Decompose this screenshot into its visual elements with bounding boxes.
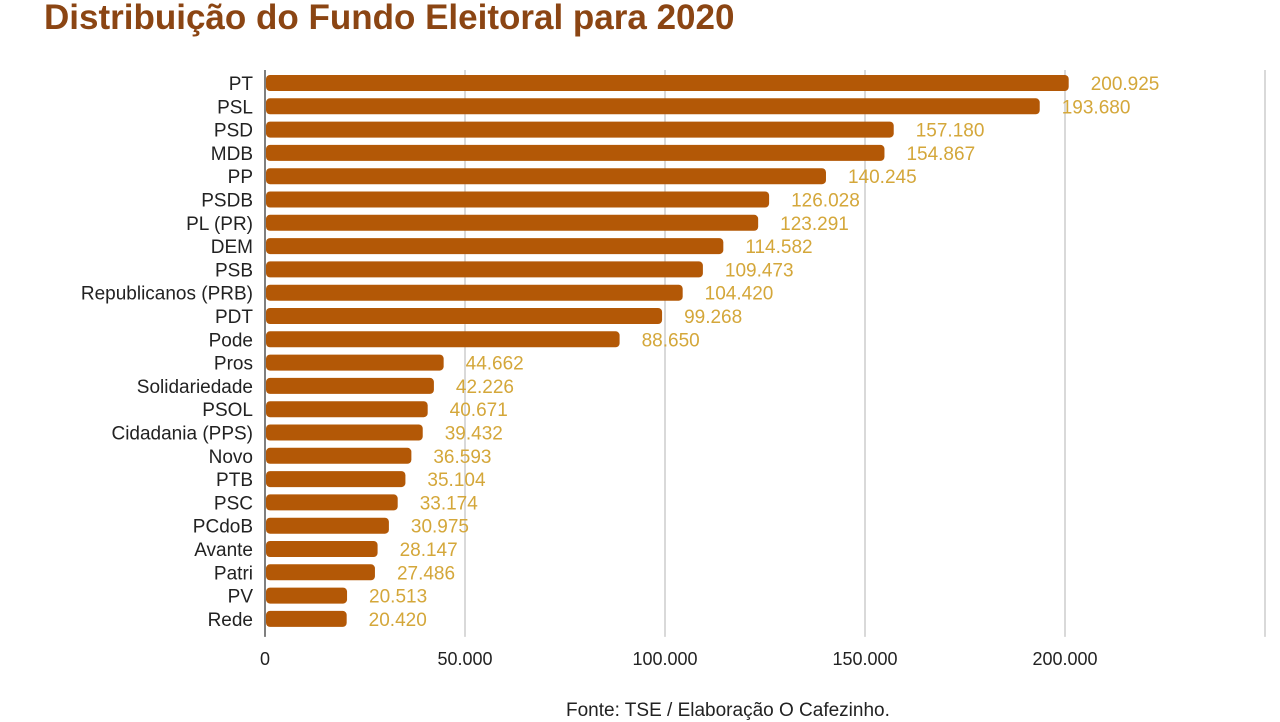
bar — [266, 354, 444, 371]
bar — [266, 238, 724, 255]
source-note: Fonte: TSE / Elaboração O Cafezinho. — [566, 700, 890, 721]
value-label: 42.226 — [456, 377, 514, 398]
value-label: 114.582 — [745, 237, 812, 258]
bar — [266, 377, 434, 394]
x-tick-label: 200.000 — [1032, 649, 1097, 669]
bar — [266, 331, 620, 348]
value-label: 200.925 — [1091, 74, 1160, 95]
value-label: 40.671 — [450, 400, 508, 421]
value-label: 36.593 — [433, 447, 491, 468]
value-label: 157.180 — [916, 121, 985, 142]
category-label: PL (PR) — [186, 214, 253, 235]
bar — [266, 284, 683, 301]
value-label: 35.104 — [427, 470, 486, 491]
bar — [266, 121, 894, 138]
bar — [266, 144, 885, 161]
bar — [266, 75, 1069, 91]
bar — [266, 98, 1040, 115]
value-label: 123.291 — [780, 214, 849, 235]
value-label: 193.680 — [1062, 97, 1131, 118]
bars — [266, 75, 1069, 627]
bar — [266, 214, 759, 231]
category-label: Novo — [209, 447, 253, 468]
value-label: 44.662 — [466, 354, 524, 375]
category-label: PP — [228, 167, 253, 188]
bar — [266, 610, 347, 627]
category-label: Pode — [209, 330, 253, 351]
value-label: 20.513 — [369, 587, 427, 608]
category-label: PSL — [217, 97, 253, 118]
bar — [266, 564, 375, 581]
bar — [266, 494, 398, 511]
category-label: Republicanos (PRB) — [81, 284, 253, 305]
x-tick-label: 0 — [260, 649, 270, 669]
value-label: 88.650 — [642, 330, 700, 351]
category-label: Patri — [214, 563, 253, 584]
value-label: 28.147 — [400, 540, 458, 561]
bar — [266, 587, 348, 604]
chart-title: Distribuição do Fundo Eleitoral para 202… — [44, 0, 735, 37]
bar — [266, 447, 412, 464]
bar — [266, 471, 406, 488]
bar — [266, 424, 423, 441]
category-label: PCdoB — [193, 517, 253, 538]
bar — [266, 308, 663, 324]
x-tick-label: 50.000 — [437, 649, 492, 669]
category-label: PV — [228, 587, 254, 608]
category-label: PSB — [215, 260, 253, 281]
x-tick-label: 150.000 — [832, 649, 897, 669]
bar — [266, 261, 703, 278]
labels: 0 50.000 100.000 150.000 200.000 PT 200.925 PSL… — [81, 74, 1160, 669]
value-label: 20.420 — [369, 610, 427, 631]
value-label: 39.432 — [445, 424, 503, 445]
category-label: MDB — [211, 144, 253, 165]
category-label: Pros — [214, 354, 253, 375]
bar — [266, 168, 826, 185]
bar — [266, 541, 378, 557]
category-label: DEM — [211, 237, 253, 258]
category-label: PSOL — [202, 400, 253, 421]
category-label: Cidadania (PPS) — [111, 424, 253, 445]
grid-lines — [264, 70, 1266, 637]
category-label: PTB — [216, 470, 253, 491]
value-label: 140.245 — [848, 167, 917, 188]
value-label: 154.867 — [906, 144, 975, 165]
value-label: 104.420 — [705, 284, 774, 305]
value-label: 30.975 — [411, 517, 469, 538]
value-label: 126.028 — [791, 191, 860, 212]
x-tick-label: 100.000 — [632, 649, 697, 669]
value-label: 27.486 — [397, 563, 455, 584]
bar — [266, 191, 770, 208]
category-label: Solidariedade — [137, 377, 253, 398]
category-label: PT — [229, 74, 254, 95]
category-label: PSC — [214, 493, 253, 514]
bar — [266, 517, 389, 534]
value-label: 33.174 — [420, 493, 479, 514]
value-label: 99.268 — [684, 307, 742, 328]
category-label: PDT — [215, 307, 253, 328]
category-label: PSD — [214, 121, 253, 142]
category-label: Avante — [194, 540, 253, 561]
category-label: PSDB — [201, 191, 253, 212]
value-label: 109.473 — [725, 260, 794, 281]
bar — [266, 401, 428, 418]
category-label: Rede — [208, 610, 253, 631]
